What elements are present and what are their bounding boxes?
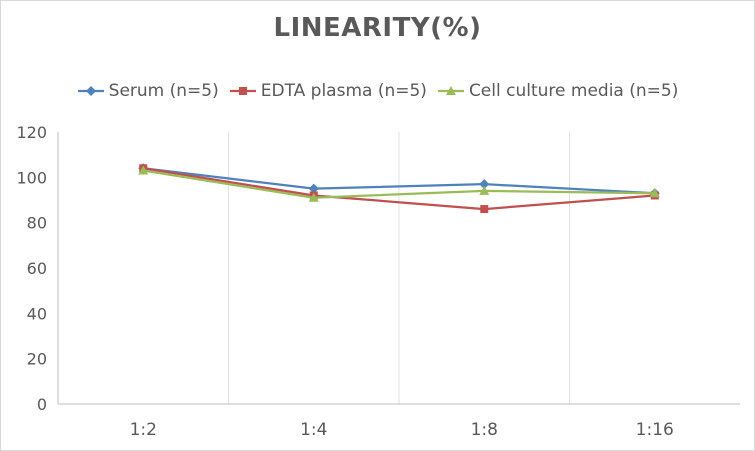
- legend-marker-icon: [238, 87, 247, 95]
- x-tick-label: 1:2: [130, 420, 157, 440]
- data-point-2: [649, 188, 660, 198]
- y-tick-label: 120: [16, 123, 47, 142]
- y-tick-label: 40: [27, 304, 47, 323]
- legend-marker-serum: [77, 86, 104, 96]
- data-point-0: [308, 183, 319, 194]
- legend-label-edta-plasma: EDTA plasma (n=5): [260, 81, 427, 101]
- legend-label-serum: Serum (n=5): [108, 81, 219, 101]
- chart-title: LINEARITY(%): [273, 13, 482, 43]
- legend-item-cell-culture-media: Cell culture media (n=5): [437, 81, 678, 101]
- legend-label-cell-culture-media: Cell culture media (n=5): [468, 81, 679, 101]
- y-tick-label: 60: [27, 259, 47, 278]
- series-line-0: [143, 167, 655, 195]
- y-tick-label: 80: [27, 214, 47, 233]
- series-line-1: [143, 167, 655, 211]
- data-point-1: [480, 205, 489, 214]
- y-tick-label: 20: [27, 350, 47, 369]
- legend-marker-cell-culture-media: [437, 86, 464, 95]
- legend: Serum (n=5) EDTA plasma (n=5) Cell cultu…: [1, 79, 754, 103]
- data-point-2: [479, 185, 490, 195]
- x-tick-label: 1:4: [300, 420, 327, 440]
- data-point-2: [308, 192, 319, 202]
- legend-marker-edta-plasma: [229, 87, 256, 95]
- legend-item-edta-plasma: EDTA plasma (n=5): [229, 81, 427, 101]
- legend-marker-icon: [445, 86, 456, 95]
- x-tick-label: 1:8: [471, 420, 498, 440]
- y-tick-label: 0: [37, 395, 47, 414]
- series-line-2: [143, 169, 655, 199]
- legend-item-serum: Serum (n=5): [77, 81, 219, 101]
- y-tick-label: 100: [16, 168, 47, 187]
- x-tick-label: 1:16: [636, 420, 674, 440]
- data-point-2: [138, 165, 149, 175]
- legend-marker-icon: [85, 86, 96, 96]
- data-point-0: [479, 179, 490, 190]
